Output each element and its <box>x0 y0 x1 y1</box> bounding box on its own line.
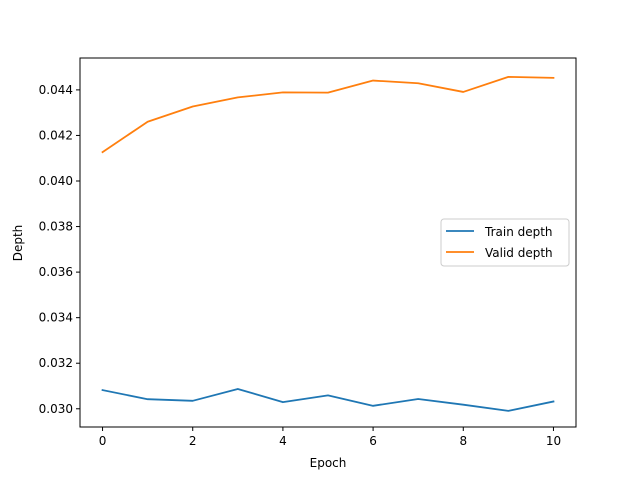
y-tick-label: 0.036 <box>39 265 73 279</box>
y-tick-label: 0.038 <box>39 220 73 234</box>
x-tick-label: 6 <box>369 434 377 448</box>
legend-label-valid-depth: Valid depth <box>485 246 553 260</box>
series-layer <box>101 76 555 412</box>
y-axis-label: Depth <box>11 225 25 262</box>
y-axis: 0.030 0.032 0.034 0.036 0.038 0.040 0.042 0.044 <box>39 83 80 416</box>
y-tick-label: 0.044 <box>39 83 73 97</box>
series-line-valid-depth <box>101 76 555 154</box>
y-tick-label: 0.034 <box>39 311 73 325</box>
y-tick-label: 0.042 <box>39 128 73 142</box>
y-tick-label: 0.030 <box>39 402 73 416</box>
x-tick-label: 8 <box>459 434 467 448</box>
x-tick-label: 10 <box>546 434 561 448</box>
legend: Train depth Valid depth <box>440 218 570 267</box>
plot-frame <box>79 57 577 428</box>
legend-label-train-depth: Train depth <box>484 225 553 239</box>
x-tick-label: 0 <box>99 434 107 448</box>
x-tick-label: 4 <box>279 434 287 448</box>
x-tick-label: 2 <box>189 434 197 448</box>
x-axis: 0 2 4 6 8 10 <box>99 427 561 448</box>
x-axis-label: Epoch <box>310 456 347 470</box>
series-line-train-depth <box>101 388 555 412</box>
y-tick-label: 0.040 <box>39 174 73 188</box>
y-tick-label: 0.032 <box>39 356 73 370</box>
